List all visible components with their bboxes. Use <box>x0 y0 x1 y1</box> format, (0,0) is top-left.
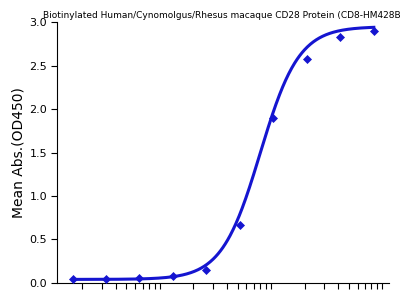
Y-axis label: Mean Abs.(OD450): Mean Abs.(OD450) <box>11 87 25 218</box>
Title: Biotinylated Human/Cynomolgus/Rhesus macaque CD28 Protein (CD8-HM428B): Biotinylated Human/Cynomolgus/Rhesus mac… <box>43 11 400 20</box>
